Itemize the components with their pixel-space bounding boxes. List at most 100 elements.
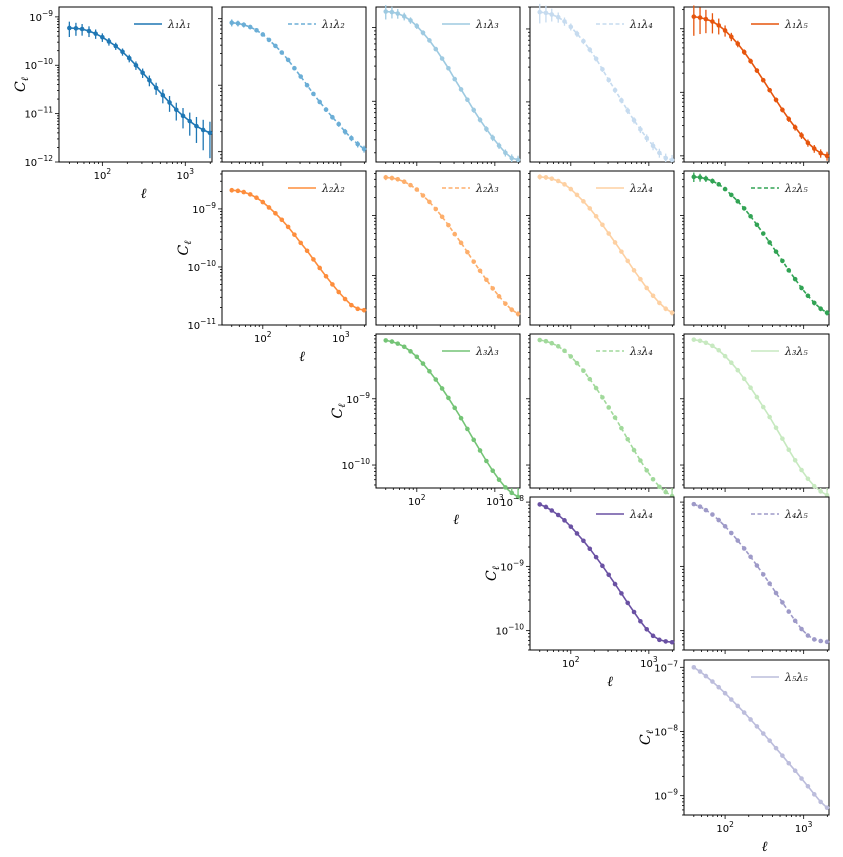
data-point xyxy=(574,31,580,37)
series-line xyxy=(693,338,828,496)
data-point xyxy=(187,118,193,124)
data-point xyxy=(543,10,549,16)
data-point xyxy=(760,731,766,736)
legend-label: λ₁λ₁ xyxy=(167,18,191,31)
data-point xyxy=(555,343,561,349)
y-tick-label: 10−10 xyxy=(495,623,524,638)
data-point xyxy=(631,268,637,273)
data-point xyxy=(562,348,567,354)
data-point xyxy=(200,127,206,133)
data-point xyxy=(471,437,477,443)
data-point xyxy=(760,231,766,236)
data-point xyxy=(420,361,426,366)
data-point xyxy=(710,178,715,184)
y-tick-label: 10−7 xyxy=(654,659,678,674)
data-point xyxy=(408,18,413,23)
data-point xyxy=(458,87,464,92)
data-point xyxy=(395,341,401,346)
data-point xyxy=(760,572,766,577)
data-point xyxy=(439,214,445,220)
data-point xyxy=(285,224,291,230)
y-tick-label: 10−8 xyxy=(654,723,678,738)
legend-label: λ₁λ₅ xyxy=(784,18,808,31)
data-point xyxy=(555,512,561,518)
data-point xyxy=(619,98,624,103)
x-axis-label: ℓ xyxy=(607,674,613,690)
data-point xyxy=(568,354,574,359)
legend-label: λ₂λ₄ xyxy=(629,182,653,195)
data-point xyxy=(716,347,722,353)
data-point xyxy=(355,141,361,147)
panel-frame xyxy=(529,6,675,163)
data-point xyxy=(106,39,112,44)
data-point xyxy=(799,133,804,138)
x-axis-label: ℓ xyxy=(453,512,459,528)
data-point xyxy=(496,294,502,299)
data-point xyxy=(581,538,586,544)
data-point xyxy=(279,50,285,55)
data-point xyxy=(729,34,734,39)
data-point xyxy=(818,150,823,156)
data-point xyxy=(574,360,580,366)
data-point xyxy=(612,581,618,587)
data-point xyxy=(748,213,753,219)
data-point xyxy=(433,206,439,212)
data-point xyxy=(446,66,451,71)
data-point xyxy=(503,150,508,156)
data-point xyxy=(342,129,348,134)
data-point xyxy=(509,155,515,161)
data-point xyxy=(126,55,132,61)
legend-label: λ₂λ₅ xyxy=(784,182,808,195)
data-point xyxy=(754,68,760,73)
data-point xyxy=(644,468,650,473)
data-point xyxy=(818,489,823,494)
data-point xyxy=(824,310,830,316)
data-point xyxy=(439,386,445,391)
data-point xyxy=(710,679,715,684)
data-point xyxy=(537,174,543,180)
panel-1-2: λ₁λ₂ xyxy=(218,6,367,166)
data-point xyxy=(562,518,567,523)
data-point xyxy=(792,125,798,130)
y-tick-label: 10−9 xyxy=(500,558,524,573)
data-point xyxy=(703,176,709,181)
data-point xyxy=(811,792,817,797)
series-line xyxy=(385,339,519,498)
data-point xyxy=(735,703,741,709)
data-point xyxy=(490,135,496,141)
data-point xyxy=(298,74,304,79)
data-point xyxy=(465,249,470,255)
data-point xyxy=(811,146,817,151)
data-point xyxy=(93,31,98,36)
panel-frame xyxy=(683,6,830,163)
data-point xyxy=(180,113,186,119)
data-point xyxy=(229,20,235,26)
data-point xyxy=(697,338,703,344)
data-point xyxy=(361,146,367,152)
data-point xyxy=(555,14,561,20)
data-point xyxy=(389,9,395,15)
panel-frame xyxy=(683,333,830,489)
data-point xyxy=(593,554,599,560)
data-point xyxy=(638,618,643,624)
legend-label: λ₂λ₃ xyxy=(475,182,499,195)
data-point xyxy=(691,14,697,19)
data-point xyxy=(317,99,323,105)
data-point xyxy=(650,476,656,482)
data-point xyxy=(574,531,580,536)
data-point xyxy=(792,276,798,282)
panel-frame xyxy=(375,333,521,489)
data-point xyxy=(79,26,85,32)
data-point xyxy=(389,175,395,181)
data-point xyxy=(767,240,772,245)
data-point xyxy=(773,97,779,103)
data-point xyxy=(389,339,395,344)
x-axis-label: ℓ xyxy=(762,839,768,855)
data-point xyxy=(748,385,753,390)
data-point xyxy=(657,150,662,156)
data-point xyxy=(606,405,612,410)
data-point xyxy=(330,114,335,120)
data-point xyxy=(773,249,779,254)
panel-frame xyxy=(58,6,213,163)
data-point xyxy=(100,34,105,40)
